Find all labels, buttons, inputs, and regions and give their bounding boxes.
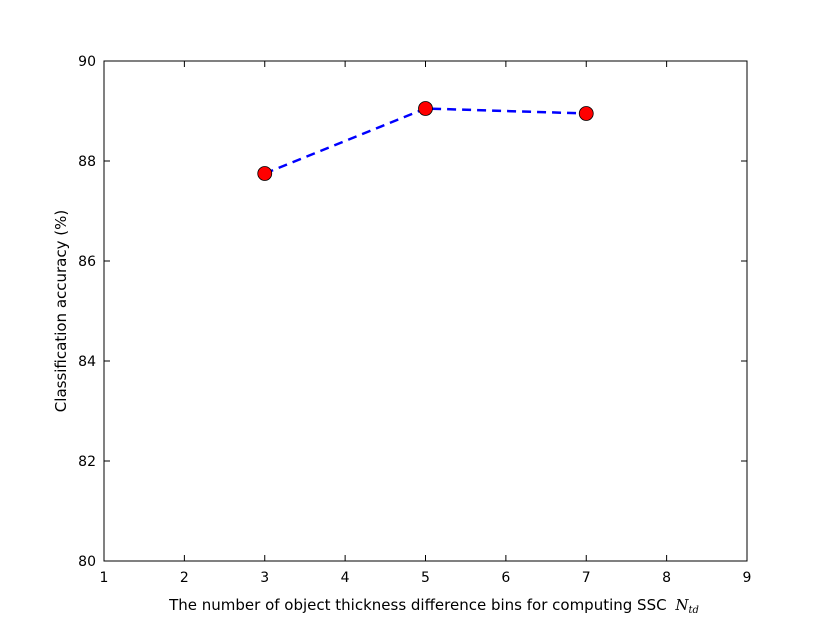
x-tick-label-4: 5 [421, 570, 430, 586]
y-tick-label-4: 88 [78, 154, 96, 170]
y-tick-label-2: 84 [78, 354, 96, 370]
x-axis-label-math-subscript: td [688, 605, 698, 616]
x-tick-label-0: 1 [100, 570, 109, 586]
x-tick-label-6: 7 [582, 570, 591, 586]
x-tick-label-1: 2 [180, 570, 189, 586]
x-tick-label-5: 6 [501, 570, 510, 586]
x-axis-label-math: N [674, 596, 689, 614]
tick-labels: 1 2 3 4 5 6 7 8 9 80 82 84 86 88 90 [78, 54, 751, 586]
series [257, 101, 594, 181]
y-tick-label-5: 90 [78, 54, 96, 70]
x-tick-label-2: 3 [260, 570, 269, 586]
x-tick-label-7: 8 [662, 570, 671, 586]
y-tick-label-1: 82 [78, 454, 96, 470]
data-point-1 [418, 101, 433, 116]
data-point-0 [257, 166, 273, 181]
data-point-2 [578, 106, 594, 121]
y-axis-label: Classification accuracy (%) [52, 210, 70, 412]
plot-area [104, 61, 747, 561]
x-axis-label-text: The number of object thickness differenc… [168, 596, 666, 614]
x-axis-label: The number of object thickness differenc… [168, 596, 699, 616]
y-tick-label-3: 86 [78, 254, 96, 270]
plot-frame [103, 60, 748, 562]
y-tick-label-0: 80 [78, 554, 96, 570]
x-tick-label-8: 9 [743, 570, 752, 586]
x-tick-label-3: 4 [341, 570, 350, 586]
